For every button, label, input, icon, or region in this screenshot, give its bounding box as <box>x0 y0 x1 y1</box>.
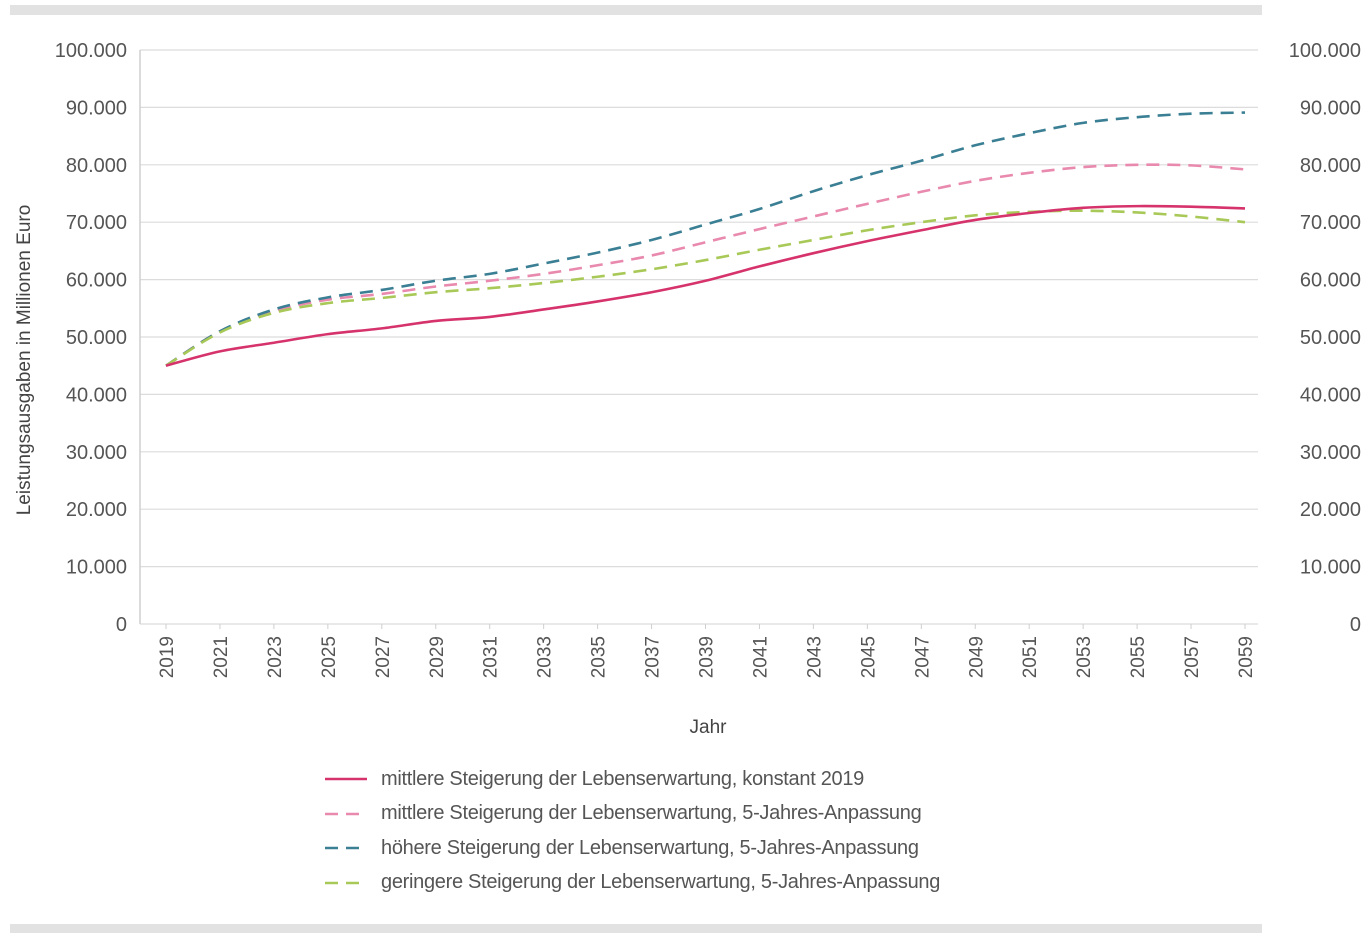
y-tick-label-right: 40.000 <box>1300 384 1361 406</box>
x-tick-label: 2053 <box>1074 636 1095 678</box>
x-tick-labels: 2019 2021 2023 2025 2027 2029 2031 2033 2035 2037… <box>157 636 1257 678</box>
series-line-hoehere-5-jahres <box>165 111 1246 367</box>
legend-label: mittlere Steigerung der Lebenserwartung,… <box>381 802 922 825</box>
y-tick-label-right: 20.000 <box>1300 499 1361 521</box>
x-tick-label: 2059 <box>1236 636 1257 678</box>
y-tick-label-right: 10.000 <box>1300 557 1361 579</box>
y-tick-label-right: 80.000 <box>1300 155 1361 177</box>
legend-item: mittlere Steigerung der Lebenserwartung,… <box>325 762 1085 797</box>
legend-item: höhere Steigerung der Lebenserwartung, 5… <box>325 831 1085 866</box>
gridlines <box>140 49 1258 625</box>
y-tick-label-right: 90.000 <box>1300 97 1361 119</box>
y-tick-label-left: 30.000 <box>66 442 127 464</box>
x-tick-label: 2057 <box>1182 636 1203 678</box>
x-tick-label: 2023 <box>265 636 286 678</box>
legend-item: mittlere Steigerung der Lebenserwartung,… <box>325 797 1085 832</box>
y-tick-label-left: 0 <box>116 614 127 636</box>
x-tick-label: 2021 <box>211 636 232 678</box>
y-tick-labels-right: 0 10.000 20.000 30.000 40.000 50.000 60.000 70.… <box>1289 40 1361 636</box>
legend-item: geringere Steigerung der Lebenserwartung… <box>325 866 1085 901</box>
x-tick-label: 2025 <box>319 636 340 678</box>
legend-label: geringere Steigerung der Lebenserwartung… <box>381 871 941 894</box>
y-axis-label: Leistungsausgaben in Millionen Euro <box>14 205 35 516</box>
x-tick-label: 2039 <box>697 636 718 678</box>
line-chart: 0 10.000 20.000 30.000 40.000 50.000 60.000 70.… <box>14 40 1361 738</box>
legend: mittlere Steigerung der Lebenserwartung,… <box>325 762 1085 900</box>
series-layer <box>165 111 1246 367</box>
legend-swatch <box>325 843 367 853</box>
y-tick-label-left: 20.000 <box>66 499 127 521</box>
x-tick-label: 2041 <box>750 636 771 678</box>
y-tick-label-left: 60.000 <box>66 270 127 292</box>
x-tick-label: 2031 <box>481 636 502 678</box>
y-tick-label-left: 50.000 <box>66 327 127 349</box>
top-divider <box>10 5 1262 15</box>
legend-swatch <box>325 774 367 784</box>
series-line-mittlere-konstant <box>165 204 1246 367</box>
x-tick-label: 2045 <box>858 636 879 678</box>
y-tick-label-right: 100.000 <box>1289 40 1361 62</box>
y-tick-label-left: 100.000 <box>55 40 127 62</box>
x-tick-label: 2051 <box>1020 636 1041 678</box>
series-line-mittlere-5-jahres <box>165 163 1246 367</box>
y-tick-label-left: 40.000 <box>66 384 127 406</box>
y-tick-label-right: 30.000 <box>1300 442 1361 464</box>
x-tick-label: 2043 <box>804 636 825 678</box>
axes <box>139 50 1246 629</box>
x-tick-label: 2055 <box>1128 636 1149 678</box>
x-tick-label: 2049 <box>966 636 987 678</box>
legend-swatch <box>325 878 367 888</box>
bottom-divider <box>10 924 1262 933</box>
y-tick-label-right: 50.000 <box>1300 327 1361 349</box>
legend-label: mittlere Steigerung der Lebenserwartung,… <box>381 767 864 790</box>
x-tick-label: 2019 <box>157 636 178 678</box>
x-tick-label: 2029 <box>427 636 448 678</box>
y-tick-label-left: 90.000 <box>66 97 127 119</box>
x-tick-label: 2047 <box>912 636 933 678</box>
y-tick-label-right: 0 <box>1350 614 1361 636</box>
series-line-geringere-5-jahres <box>165 209 1246 367</box>
x-tick-label: 2033 <box>535 636 556 678</box>
legend-label: höhere Steigerung der Lebenserwartung, 5… <box>381 836 919 859</box>
y-tick-label-right: 70.000 <box>1300 212 1361 234</box>
legend-swatch <box>325 809 367 819</box>
y-tick-label-right: 60.000 <box>1300 270 1361 292</box>
y-tick-label-left: 80.000 <box>66 155 127 177</box>
y-tick-label-left: 10.000 <box>66 557 127 579</box>
y-tick-labels-left: 0 10.000 20.000 30.000 40.000 50.000 60.000 70.… <box>55 40 127 636</box>
x-tick-label: 2037 <box>643 636 664 678</box>
x-tick-label: 2027 <box>373 636 394 678</box>
x-axis-label: Jahr <box>690 717 728 738</box>
x-tick-label: 2035 <box>589 636 610 678</box>
y-tick-label-left: 70.000 <box>66 212 127 234</box>
